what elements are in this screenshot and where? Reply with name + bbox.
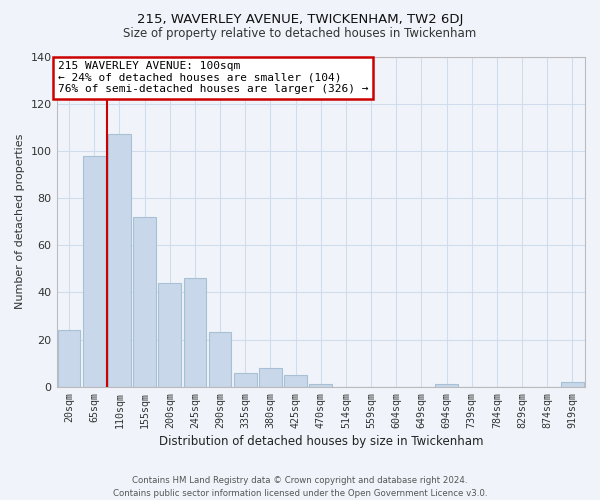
Bar (259, 368, 282, 386)
Bar (234, 372, 257, 386)
Bar (83, 156, 106, 386)
Text: Size of property relative to detached houses in Twickenham: Size of property relative to detached ho… (124, 28, 476, 40)
X-axis label: Distribution of detached houses by size in Twickenham: Distribution of detached houses by size … (158, 434, 483, 448)
Bar (209, 332, 232, 386)
Bar (435, 384, 458, 386)
Bar (310, 384, 332, 386)
Text: 215, WAVERLEY AVENUE, TWICKENHAM, TW2 6DJ: 215, WAVERLEY AVENUE, TWICKENHAM, TW2 6D… (137, 12, 463, 26)
Bar (561, 382, 584, 386)
Y-axis label: Number of detached properties: Number of detached properties (15, 134, 25, 310)
Bar (184, 278, 206, 386)
Bar (133, 217, 156, 386)
Bar (284, 375, 307, 386)
Bar (158, 283, 181, 387)
Text: 215 WAVERLEY AVENUE: 100sqm
← 24% of detached houses are smaller (104)
76% of se: 215 WAVERLEY AVENUE: 100sqm ← 24% of det… (58, 61, 368, 94)
Bar (108, 134, 131, 386)
Text: Contains HM Land Registry data © Crown copyright and database right 2024.
Contai: Contains HM Land Registry data © Crown c… (113, 476, 487, 498)
Bar (58, 330, 80, 386)
